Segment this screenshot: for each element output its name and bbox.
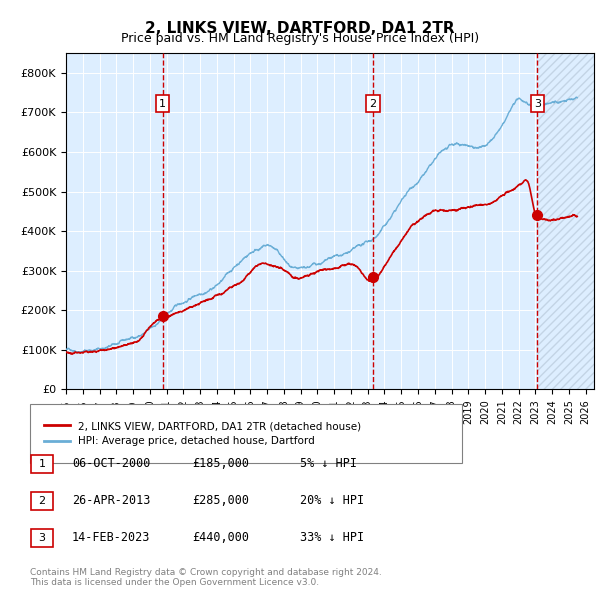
Text: Contains HM Land Registry data © Crown copyright and database right 2024.
This d: Contains HM Land Registry data © Crown c…: [30, 568, 382, 587]
Text: 33% ↓ HPI: 33% ↓ HPI: [300, 531, 364, 544]
Text: £285,000: £285,000: [192, 494, 249, 507]
FancyBboxPatch shape: [31, 529, 53, 547]
Text: 2: 2: [38, 496, 46, 506]
Text: 2, LINKS VIEW, DARTFORD, DA1 2TR: 2, LINKS VIEW, DARTFORD, DA1 2TR: [145, 21, 455, 35]
FancyBboxPatch shape: [30, 404, 462, 463]
Text: 1: 1: [159, 99, 166, 109]
Text: Price paid vs. HM Land Registry's House Price Index (HPI): Price paid vs. HM Land Registry's House …: [121, 32, 479, 45]
Text: 14-FEB-2023: 14-FEB-2023: [72, 531, 151, 544]
FancyBboxPatch shape: [31, 455, 53, 473]
Bar: [538, 53, 594, 389]
Text: 20% ↓ HPI: 20% ↓ HPI: [300, 494, 364, 507]
Text: 06-OCT-2000: 06-OCT-2000: [72, 457, 151, 470]
Text: £440,000: £440,000: [192, 531, 249, 544]
Legend: 2, LINKS VIEW, DARTFORD, DA1 2TR (detached house), HPI: Average price, detached : 2, LINKS VIEW, DARTFORD, DA1 2TR (detach…: [40, 417, 365, 450]
Text: 3: 3: [534, 99, 541, 109]
Text: £185,000: £185,000: [192, 457, 249, 470]
Text: 2: 2: [370, 99, 377, 109]
Text: 5% ↓ HPI: 5% ↓ HPI: [300, 457, 357, 470]
Text: 26-APR-2013: 26-APR-2013: [72, 494, 151, 507]
Text: 1: 1: [38, 459, 46, 468]
FancyBboxPatch shape: [31, 492, 53, 510]
Bar: [538, 53, 594, 389]
Text: 3: 3: [38, 533, 46, 543]
